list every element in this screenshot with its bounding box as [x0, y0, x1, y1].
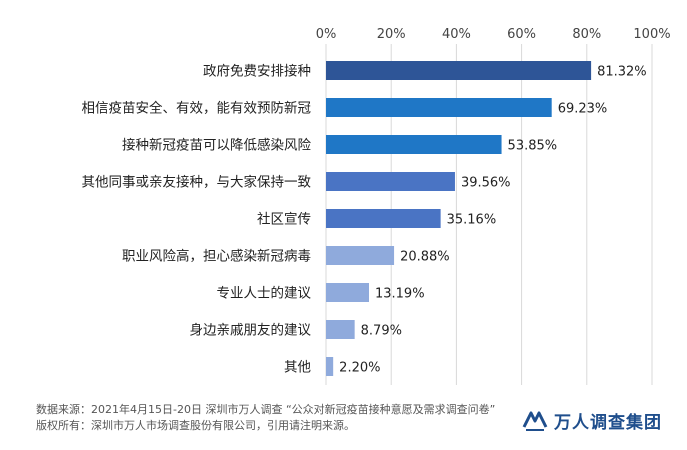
category-label: 其他: [284, 360, 311, 376]
x-tick-label: 60%: [507, 27, 536, 42]
category-label: 其他同事或亲友接种，与大家保持一致: [82, 174, 312, 191]
value-label: 13.19%: [375, 287, 425, 302]
value-label: 2.20%: [339, 361, 380, 376]
bar: [326, 61, 592, 80]
bar: [326, 209, 441, 228]
x-tick-label: 0%: [316, 27, 337, 42]
value-label: 69.23%: [558, 102, 608, 117]
value-label: 8.79%: [361, 324, 402, 339]
copyright-note: 版权所有：深圳市万人市场调查股份有限公司，引用请注明来源。: [36, 419, 355, 432]
value-label: 53.85%: [508, 139, 558, 154]
category-label: 身边亲戚朋友的建议: [190, 323, 312, 339]
company-logo: 万人调查集团: [522, 408, 662, 433]
x-tick-label: 40%: [442, 27, 471, 42]
x-tick-label: 20%: [377, 27, 406, 42]
value-label: 81.32%: [597, 65, 647, 80]
x-tick-label: 100%: [633, 27, 670, 42]
value-label: 35.16%: [447, 213, 497, 228]
value-label: 20.88%: [400, 250, 450, 265]
category-label: 专业人士的建议: [217, 286, 312, 302]
bar: [326, 357, 334, 376]
wanren-logo-icon: [522, 411, 548, 431]
category-label: 接种新冠疫苗可以降低感染风险: [122, 137, 311, 154]
value-label: 39.56%: [461, 176, 511, 191]
bar: [326, 320, 355, 339]
category-label: 社区宣传: [257, 212, 311, 228]
category-label: 相信疫苗安全、有效，能有效预防新冠: [82, 100, 312, 117]
category-label: 职业风险高，担心感染新冠病毒: [122, 248, 311, 265]
footer: 数据来源：2021年4月15日-20日 深圳市万人调查 “公众对新冠疫苗接种意愿…: [36, 402, 495, 434]
bar: [326, 246, 395, 265]
bar: [326, 283, 369, 302]
x-tick-label: 80%: [572, 27, 601, 42]
logo-text: 万人调查集团: [554, 413, 662, 433]
source-note: 数据来源：2021年4月15日-20日 深圳市万人调查 “公众对新冠疫苗接种意愿…: [36, 403, 496, 416]
bar: [326, 172, 455, 191]
bar: [326, 98, 552, 117]
category-label: 政府免费安排接种: [203, 63, 311, 80]
bar: [326, 135, 502, 154]
